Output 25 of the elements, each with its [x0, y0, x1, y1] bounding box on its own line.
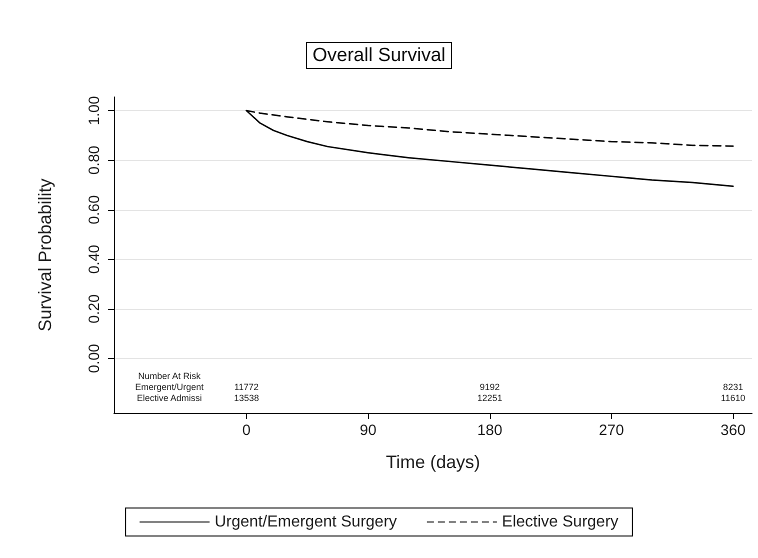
annotation: 13538 — [234, 393, 259, 404]
legend-label: Urgent/Emergent Surgery — [214, 514, 397, 530]
annotation: Emergent/Urgent — [135, 382, 204, 392]
y-tick-label: 0.60 — [86, 195, 103, 224]
x-tick-label: 360 — [720, 422, 746, 439]
x-tick-label: 0 — [242, 422, 251, 439]
x-axis-title: Time (days) — [386, 452, 480, 472]
y-tick-label: 1.00 — [86, 96, 103, 126]
chart-title: Overall Survival — [312, 45, 446, 66]
annotation: 9192 — [480, 382, 500, 392]
annotation: 11610 — [720, 393, 746, 404]
x-tick-label: 180 — [477, 422, 502, 439]
annotation: 11772 — [234, 382, 259, 392]
legend-label: Elective Surgery — [502, 514, 618, 530]
y-tick-label: 0.40 — [86, 244, 103, 274]
y-tick-label: 0.20 — [86, 294, 103, 324]
annotation: 12251 — [477, 393, 502, 404]
annotation: Number At Risk — [138, 370, 202, 381]
x-tick-label: 270 — [598, 422, 624, 439]
y-tick-label: 0.00 — [86, 344, 103, 374]
x-tick-label: 90 — [360, 422, 376, 439]
annotation: Elective Admissi — [136, 393, 202, 404]
y-axis-title: Survival Probability — [35, 178, 55, 332]
y-tick-label: 0.80 — [86, 146, 103, 175]
annotation: 8231 — [723, 382, 744, 392]
